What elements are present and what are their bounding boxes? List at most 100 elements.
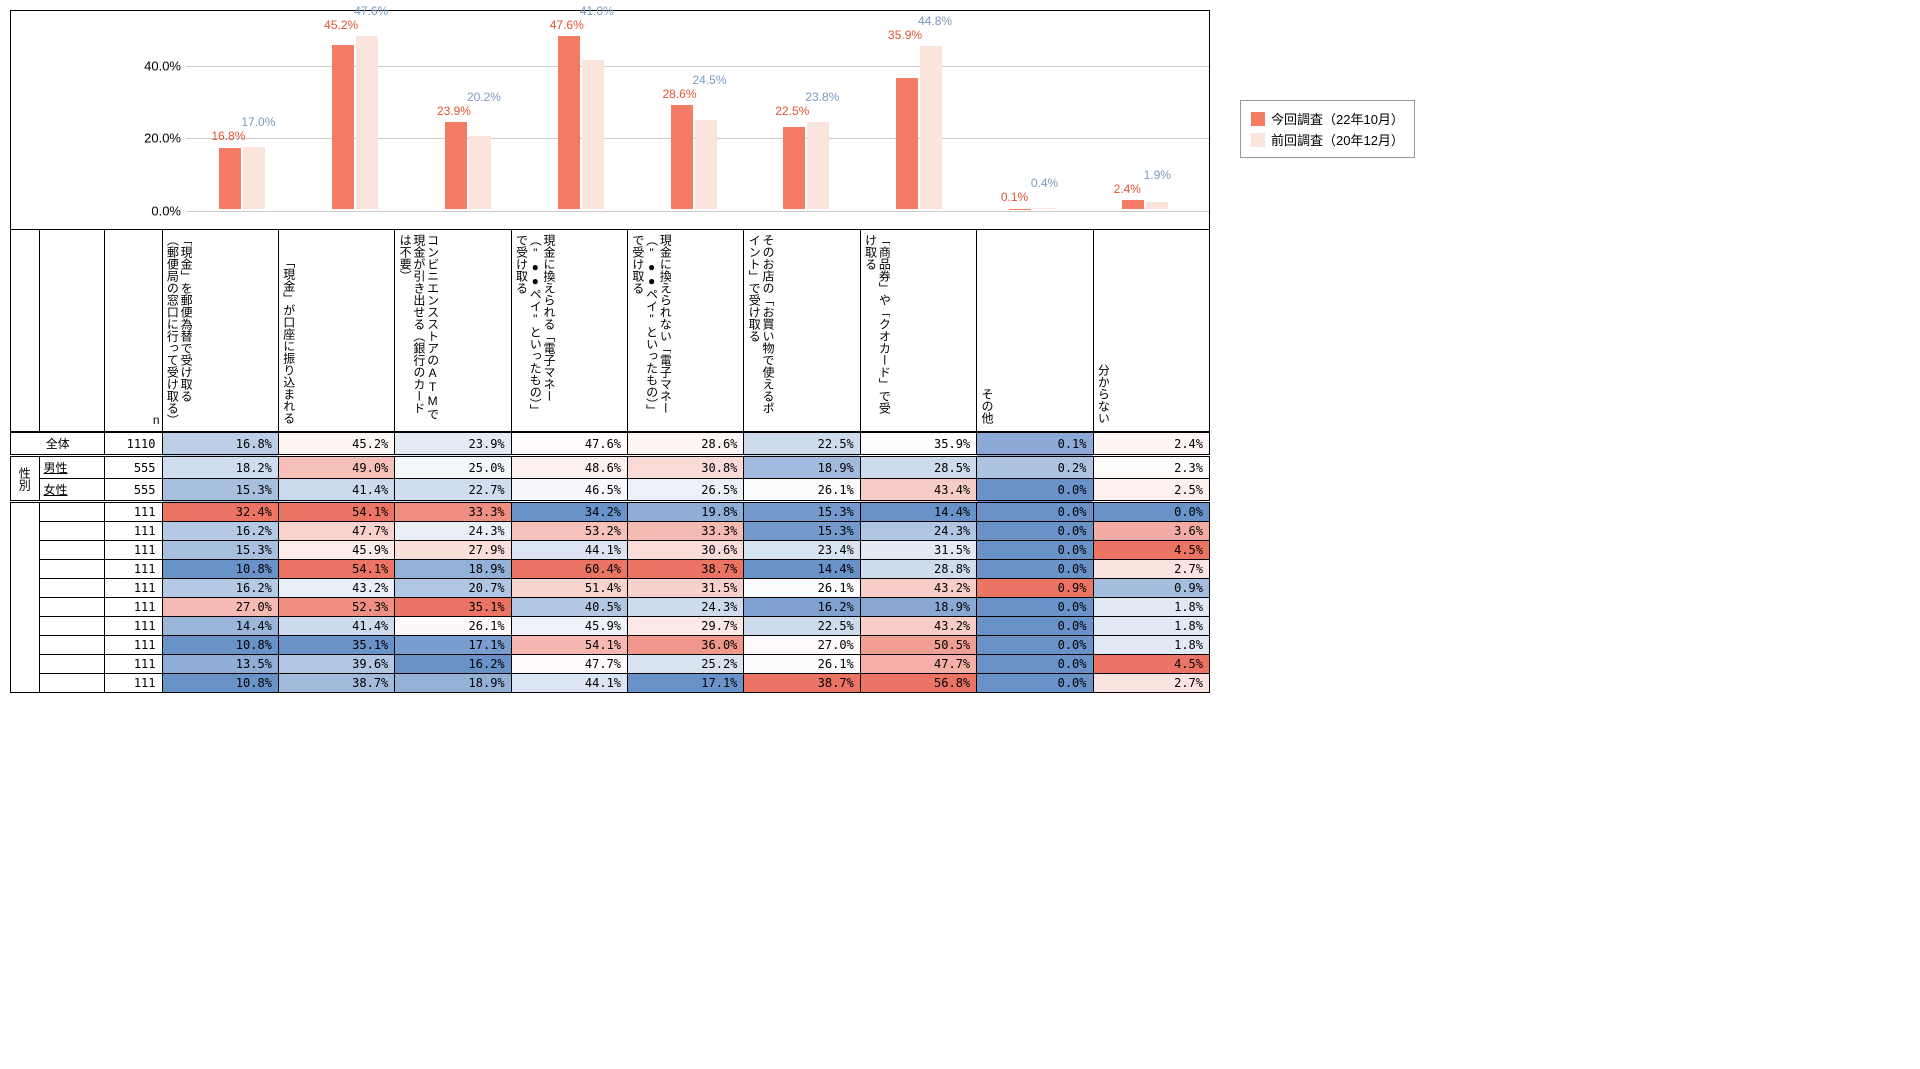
row-n: 111 — [105, 674, 162, 693]
row-label — [39, 617, 105, 636]
table-row: 11110.8%35.1%17.1%54.1%36.0%27.0%50.5%0.… — [11, 636, 1210, 655]
table-row: 性別男性55518.2%49.0%25.0%48.6%30.8%18.9%28.… — [11, 456, 1210, 479]
bar-value-previous: 17.0% — [241, 115, 275, 129]
table-row: 11116.2%43.2%20.7%51.4%31.5%26.1%43.2%0.… — [11, 579, 1210, 598]
table-cell: 2.7% — [1093, 674, 1209, 693]
table-row: 11132.4%54.1%33.3%34.2%19.8%15.3%14.4%0.… — [11, 502, 1210, 522]
table-cell: 18.2% — [162, 456, 278, 479]
bar-value-current: 2.4% — [1114, 182, 1141, 196]
table-cell: 43.2% — [860, 617, 976, 636]
bar-current — [445, 122, 467, 209]
table-cell: 22.7% — [395, 479, 511, 502]
table-cell: 25.2% — [628, 655, 744, 674]
bar-previous — [1033, 208, 1055, 209]
row-label — [39, 674, 105, 693]
table-cell: 18.9% — [744, 456, 860, 479]
table-cell: 4.5% — [1093, 541, 1209, 560]
bar-group — [781, 122, 831, 209]
table-cell: 60.4% — [511, 560, 627, 579]
table-row: 全体111016.8%45.2%23.9%47.6%28.6%22.5%35.9… — [11, 432, 1210, 456]
table-col-header: 「現金」が口座に振り込まれる — [281, 256, 295, 424]
bar-previous — [469, 136, 491, 209]
bar-previous — [582, 60, 604, 209]
table-cell: 43.2% — [278, 579, 394, 598]
table-cell: 0.0% — [977, 617, 1093, 636]
table-cell: 46.5% — [511, 479, 627, 502]
table-cell: 3.6% — [1093, 522, 1209, 541]
table-cell: 41.4% — [278, 479, 394, 502]
legend-label-current: 今回調査（22年10月） — [1271, 109, 1404, 128]
bar-group — [217, 147, 267, 209]
bar-value-previous: 24.5% — [693, 73, 727, 87]
table-cell: 27.9% — [395, 541, 511, 560]
table-cell: 0.2% — [977, 456, 1093, 479]
bar-current — [783, 127, 805, 209]
bar-group — [669, 105, 719, 209]
table-corner — [39, 230, 105, 433]
bar-previous — [920, 46, 942, 209]
table-col-header: 現金に換えられない「電子マネー（"●●ペイ"といったもの）」で受け取る — [630, 234, 671, 424]
table-cell: 31.5% — [628, 579, 744, 598]
table-cell: 15.3% — [162, 541, 278, 560]
row-group-gender: 性別 — [11, 456, 40, 502]
table-cell: 0.0% — [977, 522, 1093, 541]
bar-value-current: 28.6% — [663, 87, 697, 101]
table-cell: 35.9% — [860, 432, 976, 456]
table-cell: 16.2% — [162, 579, 278, 598]
table-cell: 0.9% — [977, 579, 1093, 598]
table-corner — [11, 230, 40, 433]
table-cell: 30.6% — [628, 541, 744, 560]
table-cell: 48.6% — [511, 456, 627, 479]
bar-value-current: 35.9% — [888, 28, 922, 42]
table-cell: 0.0% — [977, 541, 1093, 560]
table-cell: 45.9% — [278, 541, 394, 560]
table-n-header: n — [105, 230, 162, 433]
bar-value-current: 47.6% — [550, 18, 584, 32]
bar-chart: 0.0%20.0%40.0%16.8%17.0%45.2%47.6%23.9%2… — [10, 10, 1210, 230]
table-cell: 26.1% — [744, 579, 860, 598]
bar-group — [1007, 208, 1057, 209]
table-cell: 0.0% — [977, 502, 1093, 522]
row-label — [39, 502, 105, 522]
table-row: 11115.3%45.9%27.9%44.1%30.6%23.4%31.5%0.… — [11, 541, 1210, 560]
table-cell: 52.3% — [278, 598, 394, 617]
table-col-header: 分からない — [1096, 364, 1110, 424]
table-cell: 28.8% — [860, 560, 976, 579]
table-col-header-cell: 「商品券」や「クオカード」で受け取る — [860, 230, 976, 433]
table-cell: 0.0% — [977, 598, 1093, 617]
table-cell: 45.2% — [278, 432, 394, 456]
table-cell: 24.3% — [628, 598, 744, 617]
table-cell: 40.5% — [511, 598, 627, 617]
table-row: 11110.8%38.7%18.9%44.1%17.1%38.7%56.8%0.… — [11, 674, 1210, 693]
legend-item-previous: 前回調査（20年12月） — [1251, 130, 1404, 149]
table-cell: 0.0% — [1093, 502, 1209, 522]
table-cell: 27.0% — [162, 598, 278, 617]
table-cell: 10.8% — [162, 636, 278, 655]
bar-value-previous: 20.2% — [467, 90, 501, 104]
row-label — [39, 598, 105, 617]
bar-current — [219, 148, 241, 209]
table-cell: 35.1% — [278, 636, 394, 655]
table-cell: 15.3% — [162, 479, 278, 502]
table-cell: 0.1% — [977, 432, 1093, 456]
table-cell: 4.5% — [1093, 655, 1209, 674]
table-cell: 0.9% — [1093, 579, 1209, 598]
row-label: 男性 — [39, 456, 105, 479]
bar-group — [556, 36, 606, 209]
table-cell: 0.0% — [977, 674, 1093, 693]
bar-value-current: 0.1% — [1001, 190, 1028, 204]
table-cell: 50.5% — [860, 636, 976, 655]
table-cell: 17.1% — [395, 636, 511, 655]
table-cell: 2.7% — [1093, 560, 1209, 579]
table-cell: 26.5% — [628, 479, 744, 502]
row-n: 111 — [105, 636, 162, 655]
data-table: n「現金」を郵便為替で受け取る（郵便局の窓口に行って受け取る）「現金」が口座に振… — [10, 229, 1210, 693]
table-cell: 1.8% — [1093, 636, 1209, 655]
table-cell: 18.9% — [395, 674, 511, 693]
table-cell: 53.2% — [511, 522, 627, 541]
bar-value-previous: 47.6% — [354, 4, 388, 18]
table-cell: 38.7% — [744, 674, 860, 693]
row-label — [39, 579, 105, 598]
table-cell: 1.8% — [1093, 598, 1209, 617]
table-col-header-cell: 現金に換えられない「電子マネー（"●●ペイ"といったもの）」で受け取る — [628, 230, 744, 433]
